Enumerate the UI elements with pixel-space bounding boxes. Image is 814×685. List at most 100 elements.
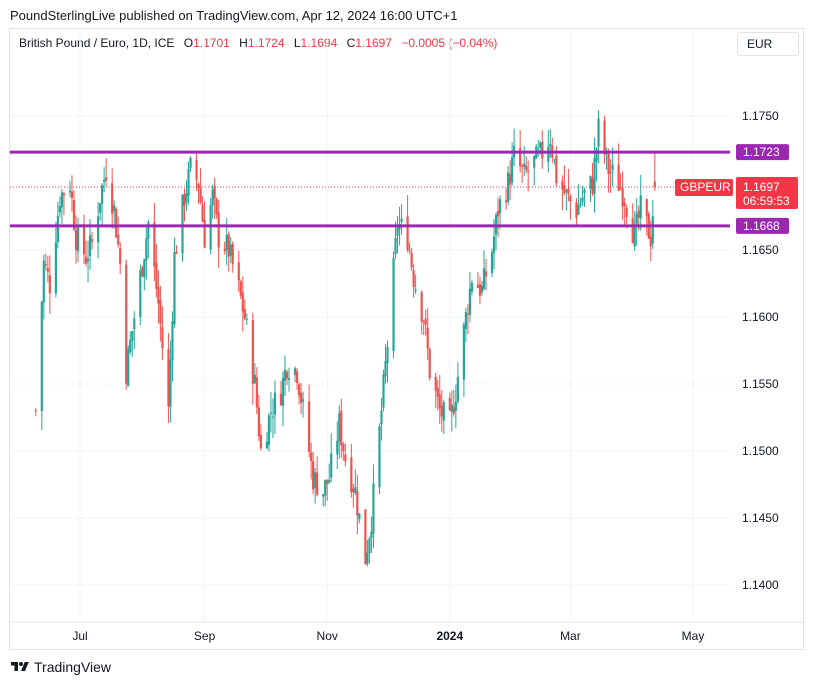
candle-body [155,262,158,289]
candle-body [231,243,234,265]
time-tick-label: Nov [317,629,338,643]
published-header: PoundSterlingLive published on TradingVi… [10,8,458,23]
last-price-tag [736,177,798,210]
candle-body [328,479,331,483]
candle-body [519,148,522,167]
candle-body [575,202,578,218]
candle-body [255,377,258,408]
candle-body [56,216,59,243]
candle-body [139,270,142,318]
footer-brand: TradingView [34,659,112,675]
candle-body [450,404,453,412]
candle-body [498,199,502,213]
candle-body [633,225,636,247]
candle-body [115,208,118,238]
candle-body [426,327,429,349]
level-price-label: 1.1668 [743,219,780,233]
candle-body [392,258,395,352]
open-label: O [183,36,194,50]
candle-body [169,359,172,407]
candle-body [217,212,220,248]
candle-body [131,331,134,341]
candle-body [464,312,467,329]
candle-body [167,349,170,407]
candle-body [422,321,425,323]
candle-body [157,287,160,304]
candle-body [48,275,51,294]
candle-body [470,282,474,292]
candle-body [595,149,598,162]
candle-body [651,216,654,244]
time-tick-label: Mar [560,629,581,643]
candle-body [316,472,319,495]
candle-body [113,205,116,211]
candle-body [504,200,508,203]
candle-body [227,234,230,257]
candle-body [386,347,389,364]
candle-body [201,204,204,222]
candle-body [511,157,514,183]
candle-body [436,387,439,397]
candle-body [619,187,622,189]
candle-body [183,193,186,206]
candle-body [561,181,564,190]
price-tick-label: 1.1750 [742,109,779,123]
candle-body [563,185,566,194]
candle-body [565,190,568,192]
series-name-tag [675,179,733,197]
candle-body [285,372,289,379]
candle-body [299,392,303,403]
candle-body [76,227,80,252]
candle-body [253,374,256,383]
candle-body [378,426,381,488]
open-value: 1.1701 [193,36,230,50]
candle-body [68,190,72,193]
candle-body [569,196,572,202]
candle-body [549,143,552,147]
candle-body [245,318,248,320]
candle-body [273,392,277,415]
price-tick-label: 1.1650 [742,243,779,257]
candle-body [175,251,178,254]
price-axis[interactable]: 1.1750 1.1650 1.1600 1.1550 1.1500 1.1450 1.14… [742,109,779,592]
candle-body [521,166,524,168]
candle-body [82,224,86,255]
candle-body [541,141,544,159]
candle-body [484,271,488,277]
candle-body [257,407,260,437]
candle-body [637,210,640,218]
candle-body [438,394,441,409]
currency-button[interactable]: EUR [737,32,799,56]
price-tick-label: 1.1550 [742,377,779,391]
candle-body [555,155,558,184]
candle-body [153,222,156,267]
candle-body [344,454,347,462]
candle-body [312,461,315,490]
candle-body [527,170,530,172]
candle-body [143,259,146,278]
candle-body [314,472,317,488]
time-axis[interactable]: Jul Sep Nov 2024 Mar May [72,629,704,643]
candle-body [84,256,88,264]
candle-body [199,187,202,203]
candle-body [281,377,285,406]
candle-body [525,165,528,171]
candle-body [243,308,246,319]
candle-body [86,259,90,262]
candle-body [215,199,218,215]
candle-body [553,159,556,161]
candle-body [454,401,457,411]
candle-body [352,488,355,493]
candle-body [127,348,130,387]
candle-body [60,192,64,208]
candle-body [366,552,369,564]
candle-body [468,288,472,315]
candle-body [133,318,136,330]
candle-body [326,479,329,484]
candle-body [251,320,254,384]
candle-body [141,267,144,276]
candle-body [308,401,311,453]
candles [34,110,656,567]
candle-body [297,384,301,396]
